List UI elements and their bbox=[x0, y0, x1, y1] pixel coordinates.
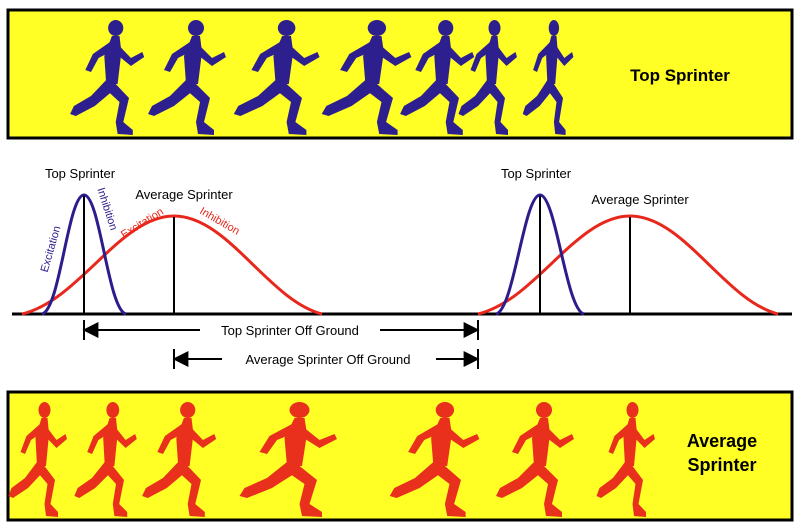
right-average-curve bbox=[477, 214, 779, 316]
right-average-sprinter-label: Average Sprinter bbox=[591, 192, 689, 207]
average-excitation-label: Excitation bbox=[119, 206, 166, 241]
bottom-panel-label-line1: Average bbox=[687, 431, 757, 451]
right-top-sprinter-label: Top Sprinter bbox=[501, 166, 572, 181]
bottom-panel-label-line2: Sprinter bbox=[687, 455, 756, 475]
top-sprinter-panel: Top Sprinter bbox=[6, 8, 794, 140]
average-sprinter-panel: Average Sprinter bbox=[6, 390, 794, 522]
top-panel-background bbox=[6, 8, 794, 140]
top-panel-label: Top Sprinter bbox=[630, 66, 730, 85]
left-average-sprinter-label: Average Sprinter bbox=[135, 187, 233, 202]
left-average-curve bbox=[21, 214, 323, 316]
right-top-curve bbox=[495, 193, 585, 316]
top-off-ground-label: Top Sprinter Off Ground bbox=[221, 323, 359, 338]
average-off-ground-label: Average Sprinter Off Ground bbox=[245, 352, 410, 367]
curves-area: Top Sprinter Average Sprinter Excitation… bbox=[12, 166, 792, 369]
left-top-sprinter-label: Top Sprinter bbox=[45, 166, 116, 181]
bottom-panel-background bbox=[6, 390, 794, 522]
left-top-curve bbox=[41, 193, 127, 316]
